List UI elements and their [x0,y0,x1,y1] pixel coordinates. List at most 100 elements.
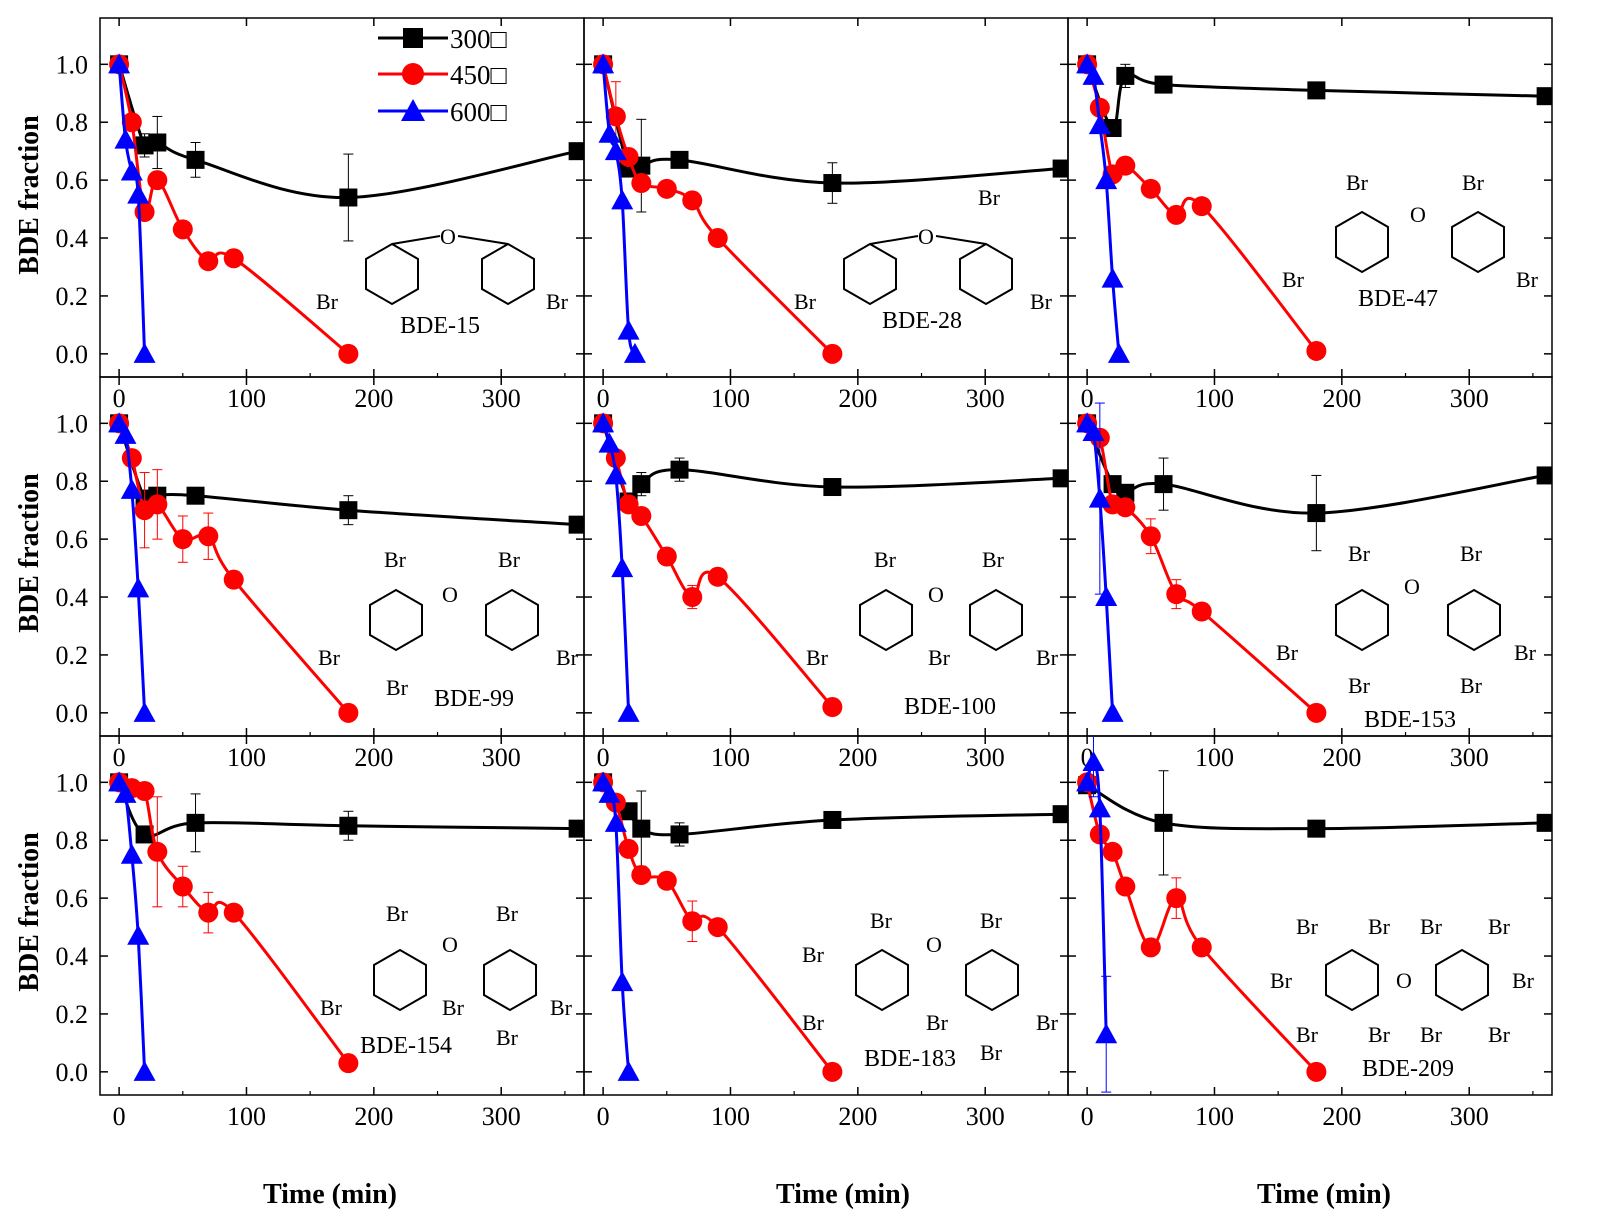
data-point [172,219,193,240]
x-tick-label: 100 [227,1102,266,1131]
data-point [223,248,244,269]
data-point [147,170,168,191]
compound-label: BDE-153 [1364,707,1456,733]
plot-area [1076,53,1552,363]
data-point [617,1060,640,1081]
data-point [134,781,155,802]
panel-bde-15: 0 100 200 300 0.0 0.2 0.4 0.6 0.8 1.0 BDE-15 [56,17,585,413]
panels-layer: 0 100 200 300 0.0 0.2 0.4 0.6 0.8 1.0 BDE-15 0 100 20… [56,17,1553,1131]
atom-br: Br [1296,1022,1319,1047]
atom-br: Br [1368,1022,1391,1047]
atom-br: Br [1030,289,1053,314]
data-point [707,566,728,587]
series-2 [108,412,156,722]
atom-br: Br [320,995,343,1020]
data-point [611,189,634,210]
data-point [1101,701,1124,722]
data-point [1052,805,1068,824]
data-point [592,53,615,74]
data-point [338,702,359,723]
data-point [1307,819,1326,838]
plot-area [1076,736,1552,1093]
series-1 [1077,54,1327,361]
x-tick-label: 100 [1195,743,1234,772]
atom-br: Br [980,1040,1003,1065]
legend-label-450: 450□ [450,60,508,90]
compound-label: BDE-154 [360,1033,452,1059]
data-point [1116,66,1135,85]
data-point [617,701,640,722]
series-0 [1078,770,1552,876]
data-point [1115,876,1136,897]
atom-br: Br [1460,541,1483,566]
data-point [623,342,646,363]
x-tick-label: 300 [966,1102,1005,1131]
y-tick-label: 0.2 [56,282,89,311]
atom-o: O [440,224,456,249]
data-point [133,1060,156,1081]
y-tick-label: 0.0 [56,340,89,369]
data-point [592,412,615,433]
x-axis-title-col-1: Time (min) [263,1179,397,1210]
x-tick-label: 0 [597,1102,610,1131]
data-point [186,813,205,832]
atom-br: Br [1276,640,1299,665]
y-axis-title-row-2: BDE fraction [14,473,45,633]
series-2 [592,53,646,363]
data-point [568,515,584,534]
data-point [114,782,137,803]
data-point [682,190,703,211]
panel-bde-100: 0 100 200 300 BDE-100 [583,376,1069,772]
plot-area [1076,402,1552,723]
atom-br: Br [556,645,579,670]
series-1 [593,413,843,718]
data-point [618,146,639,167]
atom-br: Br [982,547,1005,572]
data-point [568,142,584,161]
x-tick-label: 0 [113,743,126,772]
x-tick-label: 300 [966,384,1005,413]
panel-frame [1067,735,1553,1096]
y-tick-label: 1.0 [56,50,89,79]
atom-br: Br [1488,1022,1511,1047]
data-point [632,475,651,494]
legend-item-600: 600□ [378,97,508,127]
y-tick-label: 0.4 [56,942,89,971]
data-point [120,843,143,864]
plot-area [108,412,584,723]
data-point [611,971,634,992]
data-point [1166,204,1187,225]
x-tick-label: 300 [482,743,521,772]
structure-bde-28: O Br Br Br [794,185,1053,314]
y-tick-label: 1.0 [56,768,89,797]
y-tick-label: 0.6 [56,525,89,554]
y-tick-label: 0.0 [56,699,89,728]
data-point [1166,584,1187,605]
x-tick-label: 200 [1322,384,1361,413]
data-point [670,825,689,844]
data-point [682,911,703,932]
data-point [604,140,627,161]
atom-o: O [1396,968,1412,993]
panel-frame [1067,17,1553,378]
series-line [1085,422,1318,714]
atom-br: Br [806,645,829,670]
data-point [1307,81,1326,100]
data-point [114,423,137,444]
x-tick-label: 100 [711,384,750,413]
data-point [223,902,244,923]
data-point [1082,421,1105,442]
x-tick-label: 100 [227,743,266,772]
data-point [611,557,634,578]
data-point [172,876,193,897]
compound-label: BDE-209 [1362,1056,1454,1082]
data-point [1140,937,1161,958]
data-point [598,432,621,453]
x-tick-label: 200 [1322,743,1361,772]
data-point [1166,888,1187,909]
data-point [1052,469,1068,488]
panel-bde-209: 0 100 200 300 BDE-209 [1067,735,1553,1131]
data-point [1191,937,1212,958]
series-2 [1076,736,1118,1093]
data-point [670,460,689,479]
